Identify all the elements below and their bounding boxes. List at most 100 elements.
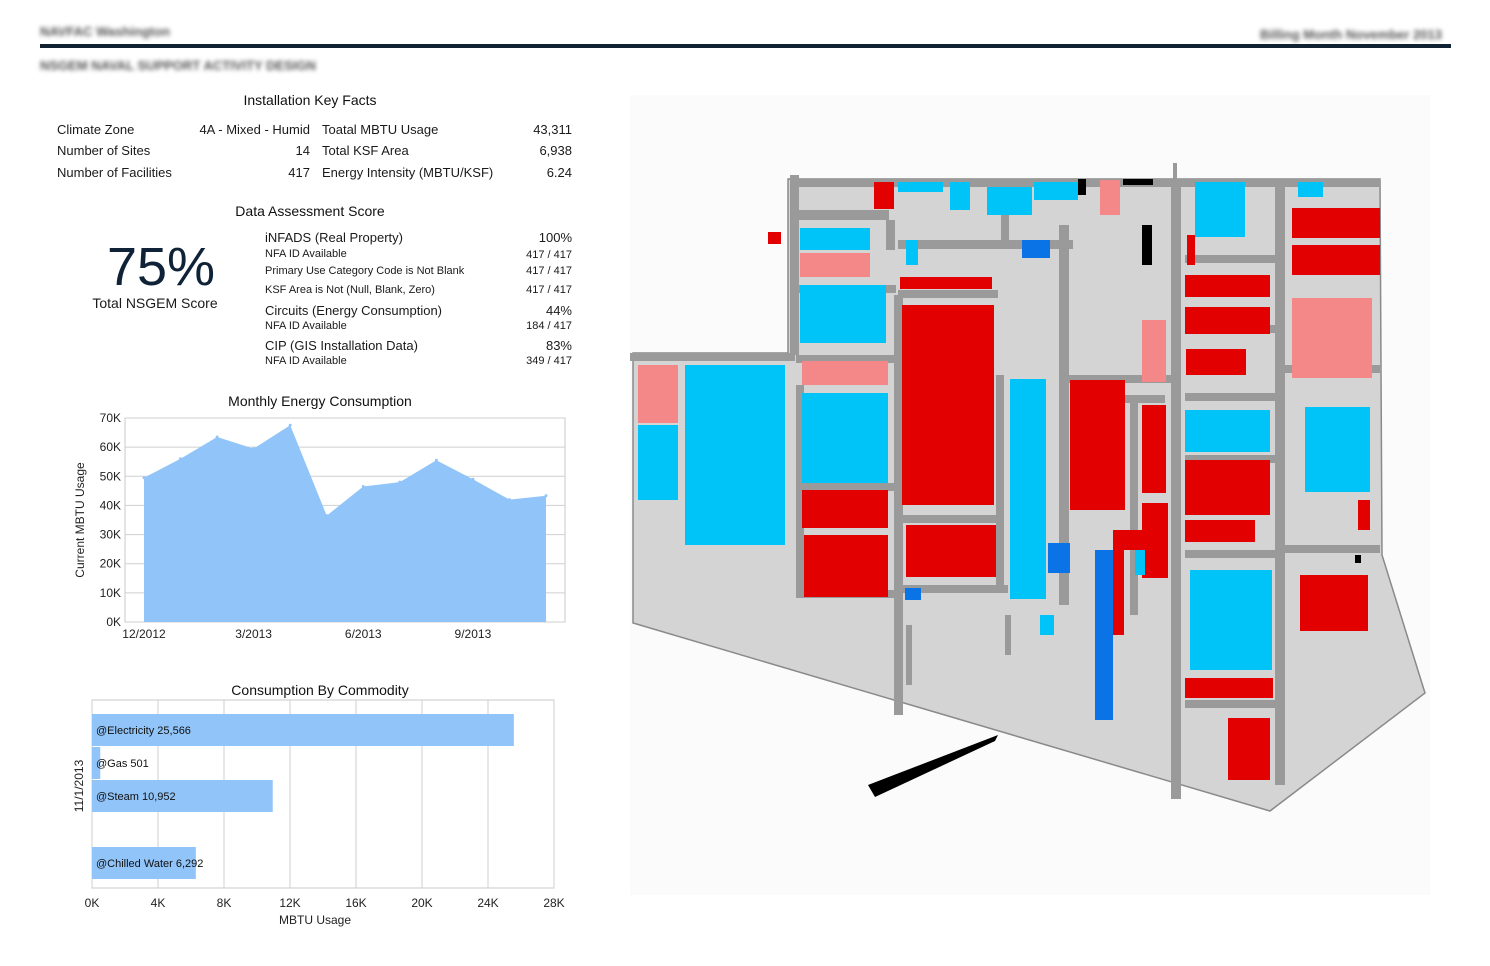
cip-nfa-label: NFA ID Available: [265, 355, 347, 367]
energy-data-point: [507, 498, 511, 502]
cip-label: CIP (GIS Installation Data): [265, 338, 418, 353]
road: [1185, 255, 1285, 263]
primary-use-value: 417 / 417: [526, 265, 572, 277]
road: [894, 295, 903, 715]
road: [996, 375, 1004, 590]
road: [1185, 700, 1285, 708]
map-buildings: [638, 179, 1380, 797]
total-ksf-value: 6,938: [539, 143, 572, 158]
building-pink: [1292, 298, 1372, 378]
y-tick-label: 10K: [100, 586, 121, 600]
building-red: [1142, 405, 1166, 493]
building-pink: [802, 361, 888, 385]
building-cyan: [987, 187, 1032, 215]
building-cyan: [950, 182, 970, 210]
building-red: [1292, 245, 1380, 275]
road: [796, 210, 889, 220]
commodity-bar: [92, 847, 196, 879]
commodity-bar-label: @Electricity 25,566: [96, 725, 191, 737]
building-red: [874, 182, 894, 209]
infads-value: 100%: [538, 230, 572, 245]
commodity-bar: [92, 780, 273, 812]
x-tick-label: 3/2013: [235, 627, 272, 641]
number-of-sites-label: Number of Sites: [57, 143, 151, 158]
road: [1185, 455, 1285, 463]
ksf-area-label: KSF Area is Not (Null, Blank, Zero): [265, 284, 435, 296]
y-tick-label: 30K: [100, 528, 121, 542]
x-tick-label: 20K: [411, 896, 432, 910]
header-rule: [40, 44, 1451, 48]
circuits-nfa-value: 184 / 417: [526, 320, 572, 332]
ksf-area-value: 417 / 417: [526, 284, 572, 296]
y-axis-label: 11/1/2013: [72, 759, 86, 812]
building-red: [1228, 718, 1270, 780]
building-blue: [905, 588, 921, 600]
x-tick-label: 0K: [85, 896, 100, 910]
energy-data-point: [215, 435, 219, 439]
building-black: [1123, 179, 1153, 185]
circuits-value: 44%: [545, 303, 572, 318]
building-cyan: [685, 365, 785, 545]
x-tick-label: 28K: [543, 896, 564, 910]
road: [790, 175, 799, 355]
data-assessment-title: Data Assessment Score: [235, 203, 385, 219]
x-axis-label: MBTU Usage: [279, 913, 351, 927]
building-red: [1070, 380, 1125, 510]
map-black-pier: [868, 735, 998, 797]
building-black: [1078, 179, 1086, 195]
x-tick-label: 12/2012: [122, 627, 166, 641]
circuits-label: Circuits (Energy Consumption): [265, 303, 443, 318]
road: [1185, 550, 1285, 558]
energy-area-series: [144, 425, 546, 622]
commodity-bar-label: @Steam 10,952: [96, 791, 176, 803]
building-cyan: [1298, 182, 1323, 197]
cip-nfa-value: 349 / 417: [526, 355, 572, 367]
nsgem-score-value: 75%: [106, 237, 216, 297]
building-cyan: [1040, 615, 1054, 635]
building-cyan: [1185, 410, 1270, 452]
key-facts-title: Installation Key Facts: [243, 92, 377, 108]
road: [796, 355, 896, 363]
road: [1130, 395, 1138, 615]
monthly-energy-chart: 0K 10K 20K 30K 40K 50K 60K 70K 12/2012 3/2013 6/20…: [73, 411, 566, 641]
building-cyan: [800, 285, 886, 343]
climate-zone-value: 4A - Mixed - Humid: [199, 122, 310, 137]
commodity-bar-label: @Gas 501: [96, 758, 149, 770]
climate-zone-label: Climate Zone: [57, 122, 135, 137]
x-tick-label: 9/2013: [455, 627, 492, 641]
building-red: [1358, 500, 1370, 530]
building-cyan: [898, 182, 943, 192]
y-axis-label: Current MBTU Usage: [73, 462, 87, 578]
x-tick-label: 6/2013: [345, 627, 382, 641]
building-red: [1187, 235, 1195, 265]
road: [1005, 615, 1011, 655]
building-pink: [800, 253, 870, 277]
building-red: [1185, 520, 1255, 542]
building-cyan: [638, 425, 678, 500]
energy-intensity-label: Energy Intensity (MBTU/KSF): [322, 165, 494, 180]
building-black: [1142, 225, 1152, 265]
building-blue: [1022, 240, 1050, 258]
total-ksf-label: Total KSF Area: [322, 143, 409, 158]
y-tick-label: 20K: [100, 557, 121, 571]
building-red: [1292, 208, 1380, 238]
number-of-facilities-label: Number of Facilities: [57, 165, 172, 180]
building-red: [802, 490, 888, 528]
total-mbtu-value: 43,311: [533, 122, 572, 137]
road: [898, 240, 1073, 249]
energy-data-point: [179, 457, 183, 461]
road: [1065, 375, 1175, 383]
infads-label: iNFADS (Real Property): [265, 230, 403, 245]
road: [1285, 545, 1380, 553]
building-blue: [1048, 543, 1070, 573]
infads-nfa-label: NFA ID Available: [265, 248, 347, 260]
energy-data-point: [361, 484, 365, 488]
energy-data-point: [325, 514, 329, 518]
building-cyan: [1195, 182, 1245, 237]
billing-month-label: Billing Month November 2013: [1259, 27, 1442, 42]
building-cyan: [1190, 570, 1272, 670]
y-tick-label: 70K: [100, 411, 121, 425]
road: [1275, 185, 1285, 785]
road: [898, 290, 998, 298]
road: [898, 515, 998, 523]
